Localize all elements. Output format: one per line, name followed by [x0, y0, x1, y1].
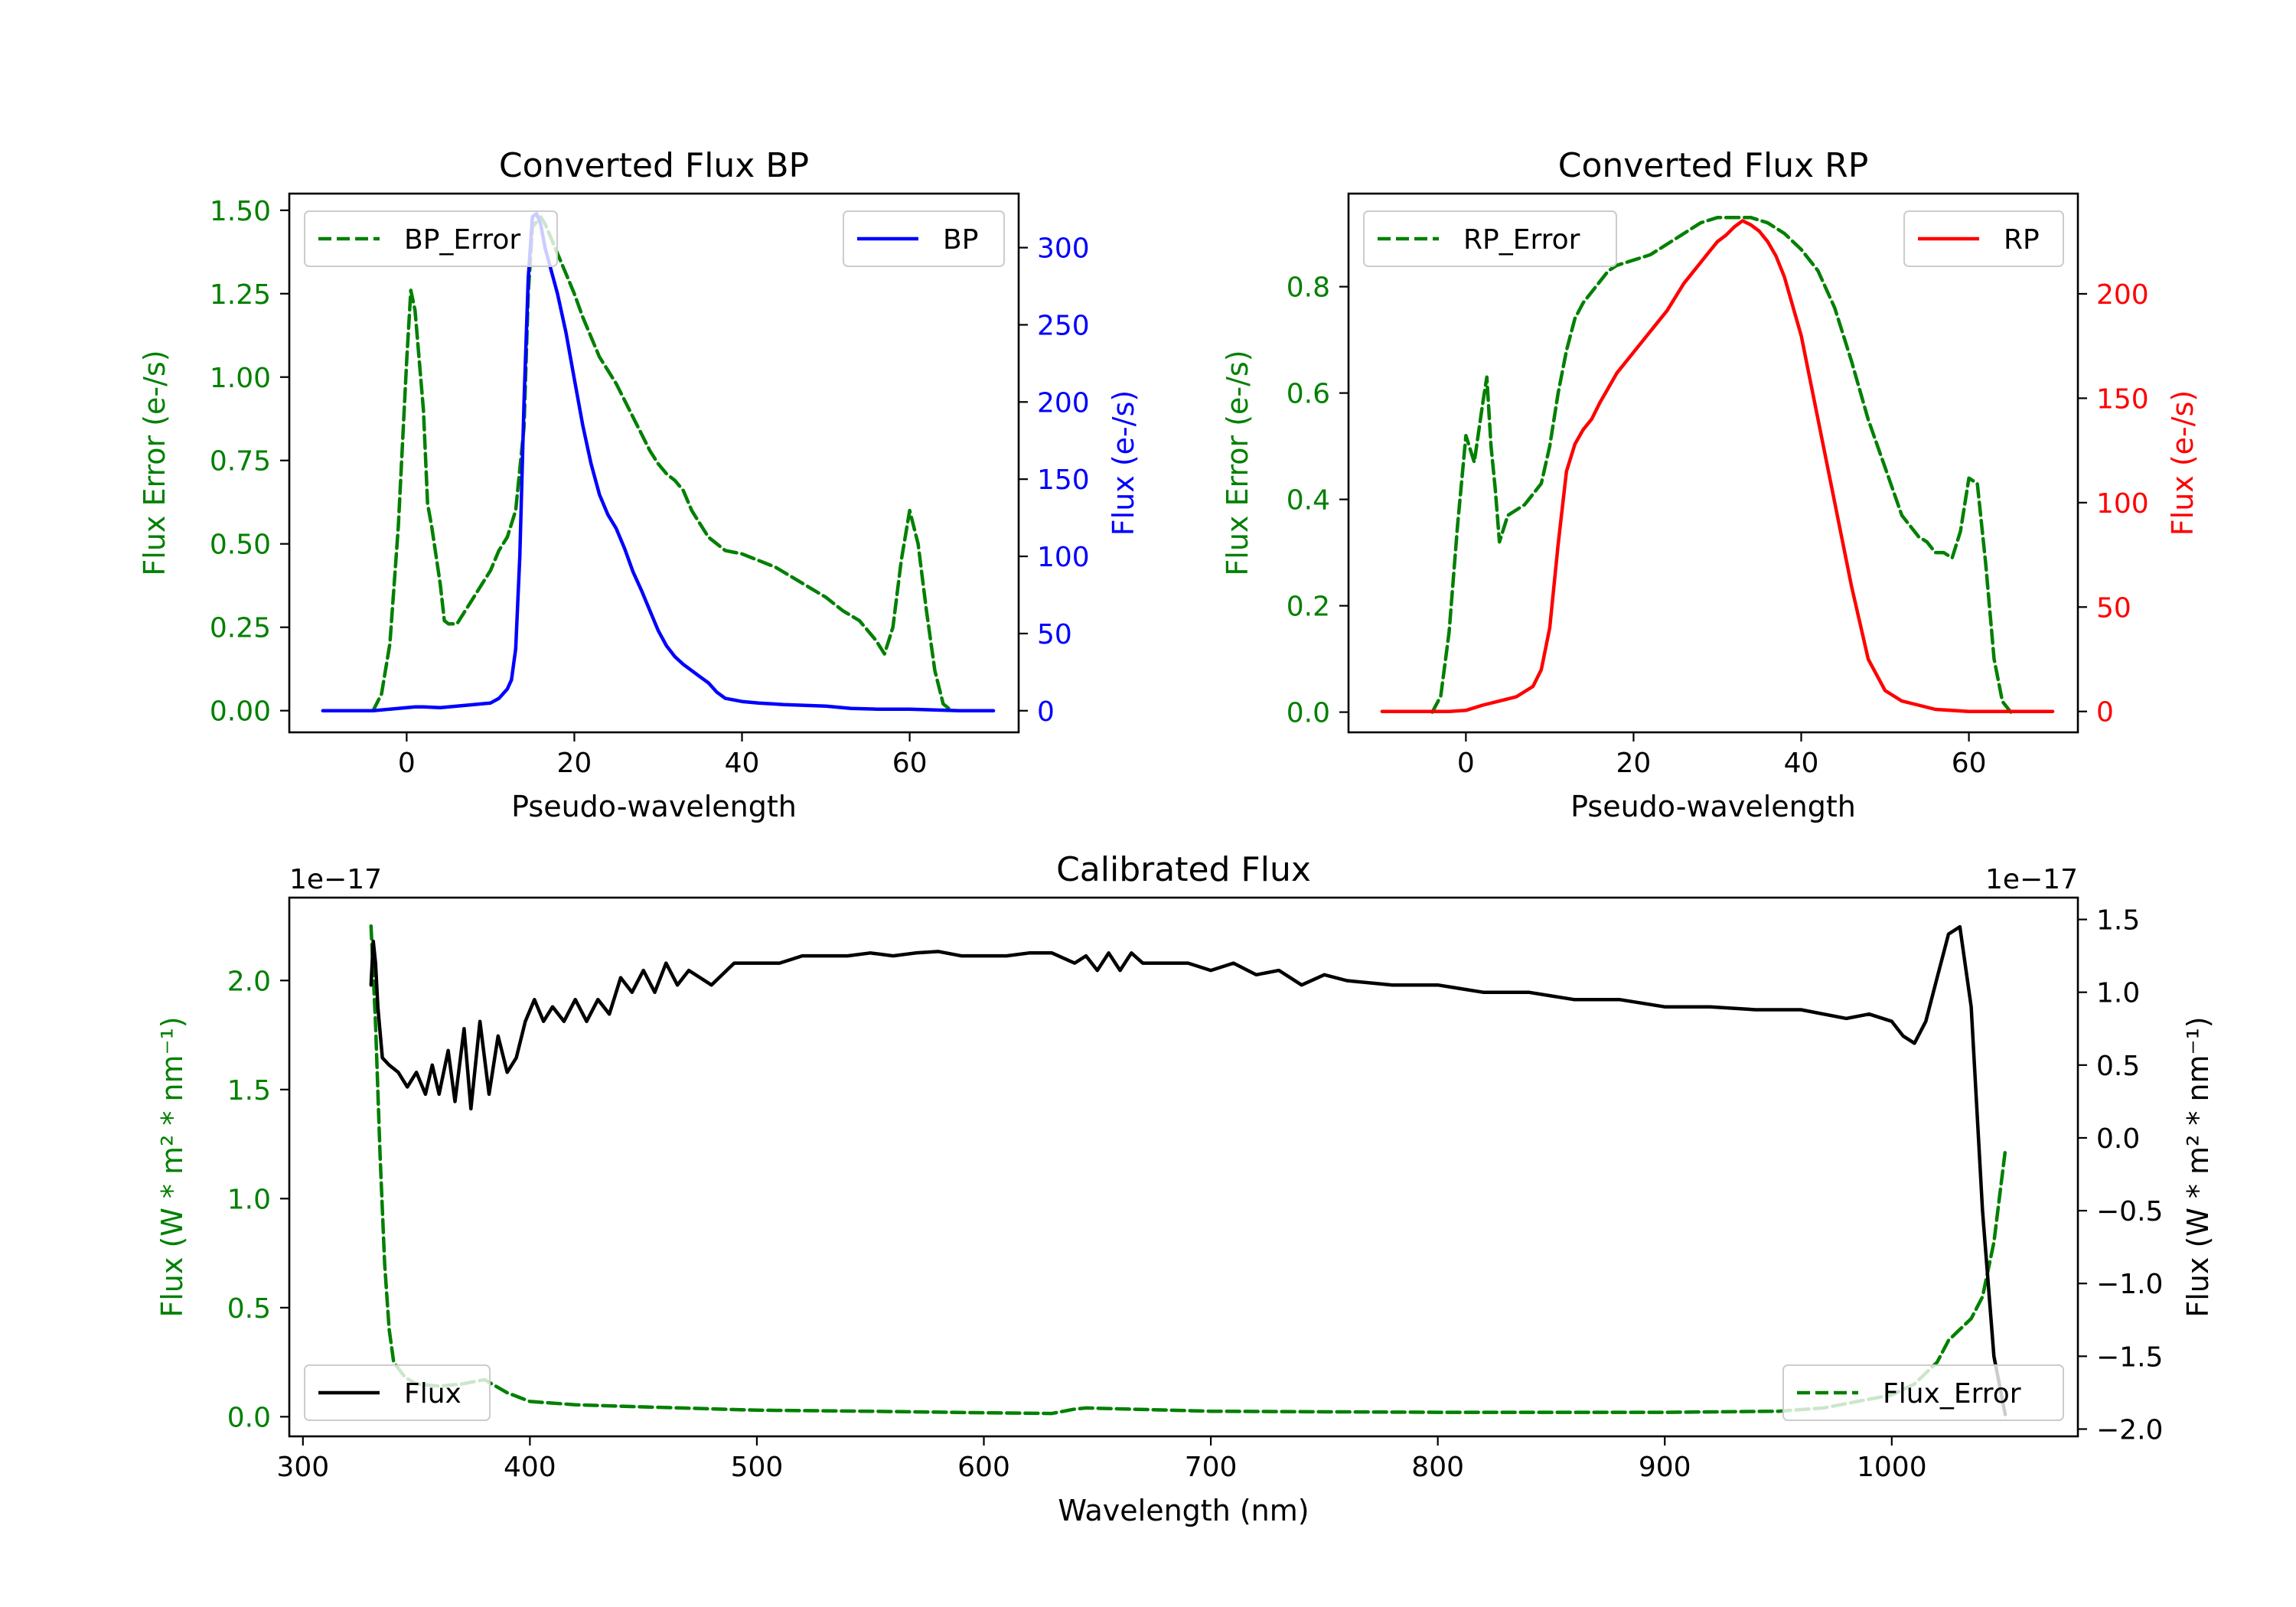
legend-label: BP — [943, 224, 978, 256]
legend-right: RP — [1903, 210, 2064, 267]
y-right-tick-label: 50 — [1037, 619, 1072, 650]
series-line-bp-error — [371, 215, 954, 712]
y-left-tick-label: 0.0 — [1287, 698, 1330, 729]
x-tick-label: 60 — [892, 748, 928, 779]
y-left-tick-label: 0.2 — [1287, 592, 1330, 623]
y-right-tick-label: 150 — [1037, 464, 1090, 496]
x-tick-label: 300 — [276, 1452, 329, 1483]
y-left-tick-label: 0.00 — [210, 696, 271, 728]
axes-frame — [288, 192, 1020, 734]
chart-panel-3: 300 400 500 600 700 800 900 1000 0.0 0.5 1.0 1.5 2.0… — [155, 850, 2215, 1527]
series-line-bp — [321, 211, 996, 713]
x-axis-label: Wavelength (nm) — [1058, 1494, 1309, 1527]
x-tick-label: 20 — [557, 748, 592, 779]
y-axis-label-left: Flux Error (e-/s) — [1221, 350, 1254, 575]
y-right-tick-label: 0.5 — [2096, 1051, 2140, 1082]
y-right-tick-label: 1.5 — [2096, 905, 2140, 937]
y-left-tick-label: 0.8 — [1287, 272, 1330, 304]
x-tick-label: 40 — [1784, 748, 1819, 779]
x-tick-label: 700 — [1185, 1452, 1238, 1483]
y-right-tick-label: −1.5 — [2096, 1341, 2163, 1373]
y-left-tick-label: 1.25 — [210, 279, 271, 311]
y-right-tick-label: −2.0 — [2096, 1414, 2163, 1446]
x-tick-label: 0 — [398, 748, 416, 779]
y-axis-label-left: Flux Error (e-/s) — [138, 350, 171, 575]
legend-box — [1782, 1364, 2064, 1421]
legend-right: BP — [843, 210, 1005, 267]
y-right-offset-label: 1e−17 — [1985, 864, 2078, 895]
y-left-tick-label: 0.0 — [227, 1402, 271, 1433]
y-left-tick-label: 0.25 — [210, 613, 271, 644]
y-left-tick-label: 1.0 — [227, 1184, 271, 1215]
y-axis-label-right: Flux (e-/s) — [1107, 390, 1140, 536]
series-line-rp-error — [1430, 216, 2013, 714]
legend-box — [843, 210, 1005, 267]
series-line-flux — [369, 924, 2007, 1416]
x-tick-label: 800 — [1411, 1452, 1464, 1483]
y-right-tick-label: 250 — [1037, 310, 1090, 341]
y-right-tick-label: 100 — [2096, 488, 2149, 520]
y-axis-label-right: Flux (e-/s) — [2166, 390, 2200, 536]
x-axis-label: Pseudo-wavelength — [511, 790, 797, 823]
y-axis-label-left: Flux (W * m² * nm⁻¹) — [155, 1016, 189, 1317]
axes-frame — [1347, 192, 2079, 734]
y-left-tick-label: 1.50 — [210, 196, 271, 227]
y-right-tick-label: 200 — [1037, 387, 1090, 419]
y-axis-label-right: Flux (W * m² * nm⁻¹) — [2181, 1016, 2215, 1317]
legend-box — [1903, 210, 2064, 267]
chart-title: Converted Flux RP — [1558, 146, 1869, 185]
chart-panel-2: 0 20 40 60 0.0 0.2 0.4 0.6 0.8 0 50 100 150 200 Conver… — [1221, 146, 2200, 823]
legend-label: RP_Error — [1463, 224, 1580, 256]
chart-title: Calibrated Flux — [1056, 850, 1311, 889]
x-tick-label: 500 — [731, 1452, 784, 1483]
y-right-tick-label: 150 — [2096, 383, 2149, 415]
y-right-tick-label: 1.0 — [2096, 978, 2140, 1009]
legend-label: Flux_Error — [1883, 1378, 2021, 1410]
y-right-tick-label: 0.0 — [2096, 1123, 2140, 1155]
series-line-rp — [1380, 219, 2055, 713]
legend-box — [304, 210, 558, 267]
legend-right: Flux_Error — [1782, 1364, 2064, 1421]
y-right-tick-label: 300 — [1037, 233, 1090, 265]
y-left-tick-label: 0.75 — [210, 446, 271, 478]
y-left-tick-label: 1.00 — [210, 363, 271, 394]
legend-box — [1363, 210, 1617, 267]
y-right-tick-label: 200 — [2096, 279, 2149, 311]
x-tick-label: 600 — [957, 1452, 1010, 1483]
legend-label: RP — [2004, 224, 2040, 256]
y-right-tick-label: −1.0 — [2096, 1269, 2163, 1300]
x-tick-label: 900 — [1639, 1452, 1691, 1483]
y-left-tick-label: 0.50 — [210, 530, 271, 561]
y-right-tick-label: 100 — [1037, 542, 1090, 573]
chart-title: Converted Flux BP — [499, 146, 809, 185]
x-tick-label: 400 — [504, 1452, 556, 1483]
x-tick-label: 40 — [725, 748, 760, 779]
legend-left: Flux — [304, 1364, 491, 1421]
x-tick-label: 1000 — [1857, 1452, 1927, 1483]
y-left-tick-label: 0.6 — [1287, 379, 1330, 410]
y-right-tick-label: 0 — [1037, 696, 1055, 728]
y-left-tick-label: 2.0 — [227, 966, 271, 997]
x-tick-label: 60 — [1952, 748, 1987, 779]
legend-left: RP_Error — [1363, 210, 1617, 267]
series-line-flux-error — [369, 924, 2007, 1416]
y-left-tick-label: 1.5 — [227, 1075, 271, 1107]
y-right-tick-label: −0.5 — [2096, 1196, 2163, 1227]
y-left-tick-label: 0.4 — [1287, 485, 1330, 517]
x-axis-label: Pseudo-wavelength — [1570, 790, 1856, 823]
legend-left: BP_Error — [304, 210, 558, 267]
x-tick-label: 0 — [1457, 748, 1475, 779]
y-right-tick-label: 0 — [2096, 697, 2114, 729]
y-right-tick-label: 50 — [2096, 592, 2131, 624]
legend-box — [304, 1364, 491, 1421]
legend-label: Flux — [404, 1378, 461, 1410]
legend-label: BP_Error — [404, 224, 520, 256]
y-left-tick-label: 0.5 — [227, 1293, 271, 1325]
x-tick-label: 20 — [1616, 748, 1652, 779]
y-left-offset-label: 1e−17 — [289, 864, 382, 895]
chart-panel-1: 0 20 40 60 0.00 0.25 0.50 0.75 1.00 1.25 1.50 0 50 10… — [138, 146, 1140, 823]
axes-frame — [288, 896, 2079, 1438]
